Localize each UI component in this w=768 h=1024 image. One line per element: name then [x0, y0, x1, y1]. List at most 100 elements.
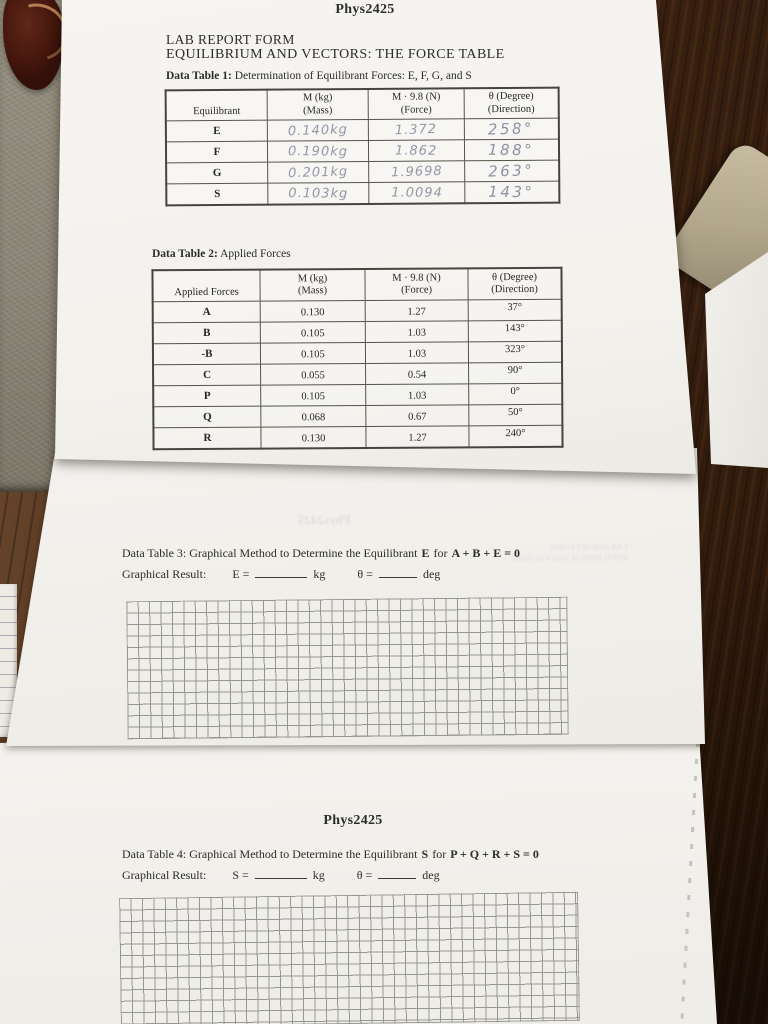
theta-label: θ = — [356, 868, 373, 882]
mass-cell: 0.105 — [260, 321, 366, 344]
table4-for: for — [432, 847, 447, 861]
table1-caption-label: Data Table 1: — [166, 70, 232, 82]
direction-cell: 188° — [464, 139, 560, 161]
header-row: Equilibrant M (kg) (Mass) M · 9.8 (N) (Force… — [165, 87, 559, 121]
cell-value: 90° — [507, 364, 523, 377]
force-cell: 1.9698 — [368, 160, 465, 183]
table2-caption-label: Data Table 2: — [152, 248, 218, 260]
table4-caption-text: Data Table 4: Graphical Method to Determ… — [122, 847, 418, 861]
row-label-cell: S — [166, 183, 268, 206]
table3-for: for — [433, 546, 448, 560]
result-label: Graphical Result: — [122, 868, 207, 882]
cell-value: 0.190kg — [287, 144, 349, 160]
form-title: LAB REPORT FORM — [166, 32, 295, 47]
bleed-through-text: LAB REPORT FORM EQUILIBRIUM AND VECTORS — [512, 541, 628, 565]
cell-value: 0.201kg — [287, 164, 349, 182]
cell-value: 0.105 — [301, 349, 325, 361]
header-line: θ (Degree) — [491, 271, 538, 283]
cell-value: 0.103kg — [288, 186, 349, 202]
angle-blank-line — [378, 867, 417, 879]
header-row: Applied Forces M (kg) (Mass) M · 9.8 (N) (Fo… — [152, 267, 562, 302]
force-cell: 1.03 — [365, 320, 469, 343]
header-line: θ (Degree) — [488, 90, 534, 103]
cell-value: 1.862 — [395, 143, 438, 159]
table3-caption: Data Table 3: Graphical Method to Determ… — [122, 546, 520, 561]
mass-cell: 0.103kg — [267, 182, 369, 205]
direction-cell: 37° — [468, 299, 562, 321]
header-line: M (kg) — [302, 92, 333, 104]
table-row: -B 0.105 1.03 323° — [152, 341, 563, 365]
table4-result-line: Graphical Result: S = kg θ = deg — [122, 867, 440, 883]
force-cell: 0.54 — [365, 362, 469, 385]
column-header: Equilibrant — [165, 89, 268, 121]
cell-value: 1.372 — [395, 121, 438, 139]
force-cell: 1.03 — [365, 341, 469, 364]
cell-value: 50° — [507, 406, 523, 419]
page3-sheet: Phys2425 Data Table 4: Graphical Method … — [0, 717, 717, 1024]
header-line: (Force) — [401, 284, 433, 296]
mass-unit: kg — [312, 868, 325, 882]
direction-cell: 0° — [468, 383, 563, 405]
row-label-cell: R — [153, 427, 262, 450]
cell-value: 1.9698 — [390, 163, 443, 181]
table-row: G 0.201kg 1.9698 263° — [166, 160, 560, 184]
column-header: θ (Degree) (Direction) — [467, 267, 562, 300]
row-label-cell: B — [152, 322, 261, 344]
table-row: P 0.105 1.03 0° — [153, 383, 563, 407]
direction-cell: 263° — [464, 160, 560, 182]
table4-caption: Data Table 4: Graphical Method to Determ… — [122, 847, 539, 862]
table-row: Q 0.068 0.67 50° — [153, 404, 563, 428]
table-row: S 0.103kg 1.0094 143° — [166, 181, 560, 206]
cell-value: 143° — [504, 322, 525, 335]
cell-value: 188° — [488, 140, 535, 159]
mass-cell: 0.055 — [260, 363, 366, 386]
cell-value: 0.67 — [408, 411, 427, 423]
data-table-1: Equilibrant M (kg) (Mass) M · 9.8 (N) (Force… — [164, 86, 561, 207]
row-label-cell: F — [165, 141, 268, 163]
row-label-cell: C — [153, 364, 261, 386]
cell-value: 323° — [504, 343, 525, 356]
page2-sheet: Phys2425 LAB REPORT FORM EQUILIBRIUM AND… — [6, 448, 705, 746]
bleed-through-title: Phys2425 — [297, 511, 351, 528]
table-row: C 0.055 0.54 90° — [153, 362, 563, 386]
mass-cell: 0.130 — [260, 426, 367, 449]
row-label-cell: -B — [152, 343, 261, 365]
cell-value: 263° — [488, 160, 536, 181]
mass-unit: kg — [313, 567, 326, 581]
column-header: Applied Forces — [152, 269, 261, 302]
cell-value: 1.27 — [407, 306, 426, 318]
force-cell: 1.372 — [368, 118, 465, 141]
row-label-cell: P — [153, 385, 261, 407]
force-cell: 1.03 — [365, 383, 469, 406]
table3-result-line: Graphical Result: E = kg θ = deg — [122, 566, 440, 582]
force-cell: 0.67 — [365, 404, 469, 427]
data-table-2: Applied Forces M (kg) (Mass) M · 9.8 (N) (Fo… — [151, 266, 564, 451]
cell-value: 0.105 — [301, 328, 325, 340]
row-label-cell: E — [165, 120, 268, 142]
direction-cell: 258° — [464, 118, 559, 140]
header-line: M · 9.8 (N) — [392, 272, 441, 284]
cell-value: 0.068 — [301, 412, 326, 424]
table4-equation: P + Q + R + S = 0 — [450, 847, 539, 861]
direction-cell: 143° — [464, 181, 560, 204]
direction-cell: 143° — [468, 320, 562, 342]
header-line: (Direction) — [487, 103, 535, 115]
table-row: A 0.130 1.27 37° — [152, 299, 562, 323]
cell-value: 240° — [505, 427, 526, 440]
form-subtitle: EQUILIBRIUM AND VECTORS: THE FORCE TABLE — [166, 47, 505, 62]
cell-value: 0.140kg — [287, 122, 349, 140]
table2-caption: Data Table 2: Applied Forces — [152, 248, 291, 260]
cell-value: 1.27 — [408, 432, 427, 444]
column-header: M · 9.8 (N) (Force) — [368, 88, 465, 120]
table-row: R 0.130 1.27 240° — [153, 425, 563, 450]
page1-course-heading: Phys2425 — [335, 2, 395, 17]
cell-value: 143° — [488, 182, 535, 201]
table1-caption: Data Table 1: Determination of Equilibra… — [166, 70, 472, 82]
table1-caption-rest: Determination of Equilibrant Forces: E, … — [231, 70, 472, 82]
table3-equation: A + B + E = 0 — [451, 546, 521, 560]
cell-value: 1.03 — [407, 348, 427, 360]
mass-blank-line — [254, 867, 307, 879]
header-line: (Mass) — [297, 285, 328, 297]
column-header: θ (Degree) (Direction) — [464, 87, 559, 119]
header-line: Applied Forces — [174, 286, 239, 298]
